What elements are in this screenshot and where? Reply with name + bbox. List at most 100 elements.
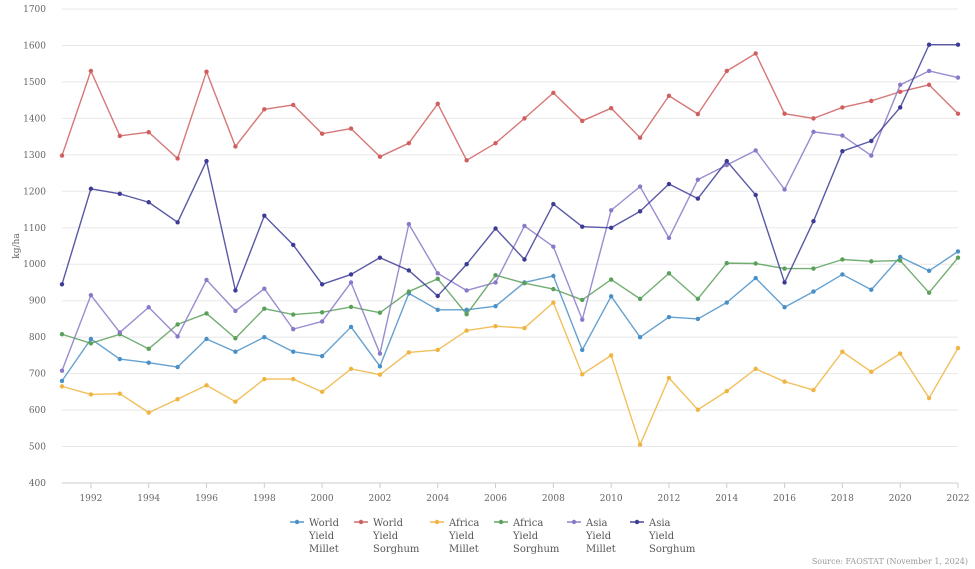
data-point (175, 156, 180, 161)
data-point (753, 261, 758, 266)
x-tick-label: 2010 (600, 494, 623, 504)
legend-label: Asia (648, 518, 671, 529)
legend-item[interactable]: World Yield Millet (290, 518, 340, 555)
data-point (811, 289, 816, 294)
data-point (666, 235, 672, 241)
data-point (608, 277, 614, 282)
data-point (926, 290, 932, 295)
data-point (406, 350, 412, 355)
data-point (348, 280, 354, 285)
data-point (175, 220, 180, 225)
data-point (464, 311, 469, 317)
data-point (551, 244, 556, 249)
data-point (840, 272, 845, 277)
legend-swatch-marker (571, 519, 577, 525)
data-point (580, 347, 585, 353)
data-point (666, 314, 672, 320)
data-point (464, 307, 469, 313)
series-line (61, 52, 959, 162)
data-point (926, 268, 932, 273)
series-line (61, 301, 959, 446)
data-point (377, 372, 383, 377)
data-point (493, 303, 498, 309)
data-point (608, 105, 614, 111)
data-point (724, 158, 729, 164)
data-point (782, 266, 787, 271)
y-tick-label: 800 (29, 333, 46, 343)
legend-item[interactable]: Africa Yield Sorghum (494, 518, 560, 555)
data-point (262, 334, 267, 340)
data-point (926, 395, 932, 401)
data-point (955, 255, 961, 260)
data-point (146, 305, 151, 310)
data-point (666, 181, 672, 187)
legend-label: Millet (309, 544, 339, 555)
data-point (580, 224, 585, 229)
data-point (811, 116, 816, 121)
data-point (319, 310, 325, 315)
data-point (233, 288, 238, 293)
data-point (59, 332, 65, 337)
data-point (204, 69, 209, 74)
data-point (291, 102, 296, 108)
data-point (204, 311, 209, 316)
data-point (522, 116, 527, 121)
data-point (695, 296, 701, 302)
data-point (493, 140, 498, 146)
data-point (869, 287, 874, 292)
x-tick-label: 2000 (311, 494, 334, 504)
data-point (580, 317, 585, 322)
data-point (377, 154, 383, 159)
x-tick-label: 2014 (715, 494, 738, 504)
data-point (406, 268, 412, 273)
data-point (840, 349, 845, 354)
data-point (955, 345, 961, 351)
data-point (782, 111, 787, 116)
legend-item[interactable]: Asia Yield Millet (567, 518, 616, 555)
data-point (580, 297, 585, 303)
legend-label: Africa (448, 518, 479, 529)
data-point (493, 324, 498, 329)
data-point (59, 282, 65, 287)
data-point (695, 196, 701, 201)
legend[interactable]: World Yield Millet World Yield Sorghum Africa Y… (290, 518, 696, 555)
legend-label: Asia (585, 518, 608, 529)
x-tick-label: 2022 (947, 494, 970, 504)
data-point (782, 305, 787, 310)
data-point (608, 294, 614, 299)
data-point (262, 107, 267, 112)
legend-label: World (373, 518, 404, 529)
data-point (262, 306, 267, 311)
data-point (262, 213, 267, 218)
data-point (88, 293, 94, 298)
data-point (406, 221, 412, 227)
data-point (955, 42, 961, 47)
data-point (753, 148, 758, 153)
legend-item[interactable]: World Yield Sorghum (354, 518, 420, 555)
data-point (435, 276, 440, 282)
data-point (319, 389, 325, 395)
legend-label: Yield (648, 531, 675, 542)
data-point (811, 387, 816, 393)
data-point (695, 111, 701, 117)
data-point (377, 255, 383, 260)
x-tick-label: 1996 (195, 494, 218, 504)
data-point (406, 140, 412, 146)
data-point (233, 399, 238, 404)
data-point (926, 82, 932, 88)
data-point (88, 392, 94, 397)
data-point (551, 201, 556, 207)
data-point (869, 369, 874, 374)
legend-item[interactable]: Asia Yield Sorghum (630, 518, 696, 555)
data-point (695, 177, 701, 182)
data-point (59, 378, 65, 384)
legend-label: World (309, 518, 340, 529)
legend-item[interactable]: Africa Yield Millet (430, 518, 479, 555)
data-point (291, 312, 296, 317)
data-point (319, 319, 325, 324)
data-point (204, 383, 209, 388)
data-point (435, 271, 440, 276)
data-point (175, 364, 180, 370)
data-point (59, 384, 65, 389)
